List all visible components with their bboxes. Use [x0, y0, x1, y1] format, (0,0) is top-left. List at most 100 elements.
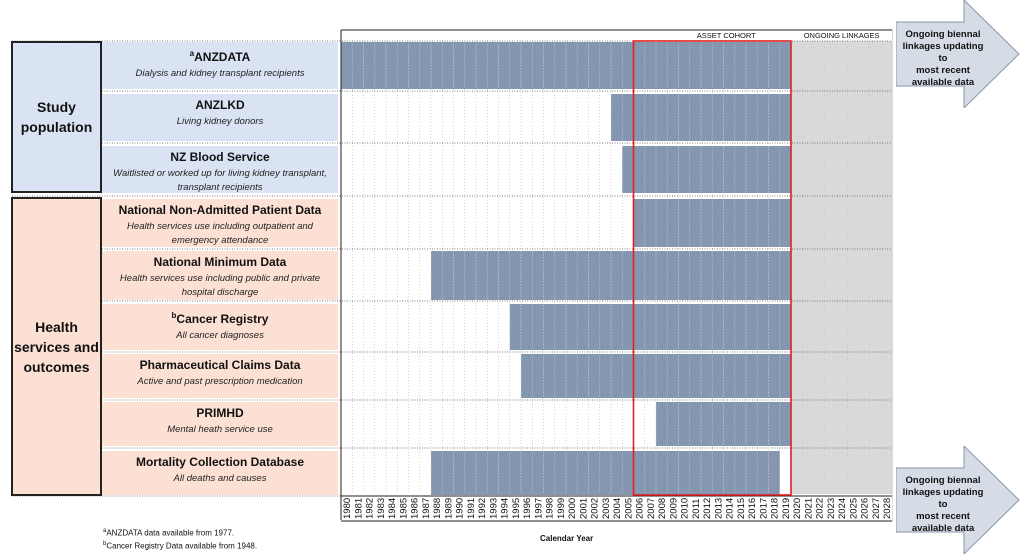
year-tick-label: 2022	[815, 498, 826, 519]
year-tick-label: 1994	[500, 498, 511, 519]
dataset-label: ANZLKD Living kidney donors	[102, 94, 338, 141]
year-tick-label: 2010	[680, 498, 691, 519]
year-tick-label: 1987	[421, 498, 432, 519]
dataset-description: Dialysis and kidney transplant recipient…	[135, 68, 305, 79]
arrow-top-text: Ongoing biennal linkages updating to mos…	[902, 29, 984, 88]
year-tick-label: 1983	[376, 498, 387, 519]
dataset-name: Pharmaceutical Claims Data	[139, 358, 301, 372]
year-tick-label: 2003	[601, 498, 612, 519]
year-tick-label: 1982	[365, 498, 376, 519]
year-tick-label: 2026	[860, 498, 871, 519]
year-tick-label: 2018	[770, 498, 781, 519]
year-tick-label: 2013	[713, 498, 724, 519]
year-tick-label: 1992	[477, 498, 488, 519]
dataset-description: All cancer diagnoses	[176, 330, 264, 341]
group-label-1: Health services and outcomes	[11, 197, 102, 496]
dataset-name: National Minimum Data	[153, 255, 287, 269]
dataset-bar	[509, 304, 791, 350]
x-axis-title: Calendar Year	[540, 534, 594, 543]
year-tick-label: 2027	[871, 498, 882, 519]
dataset-bar	[431, 451, 780, 495]
year-tick-label: 2028	[882, 498, 893, 519]
arrow-bottom: Ongoing biennal linkages updating to mos…	[895, 444, 1020, 556]
year-tick-label: 1986	[410, 498, 421, 519]
dataset-name: National Non-Admitted Patient Data	[118, 203, 322, 217]
dataset-row-bg	[102, 251, 338, 300]
group-label-text: Health services and outcomes	[14, 318, 99, 375]
dataset-bar-2	[622, 146, 791, 193]
dataset-name: Mortality Collection Database	[135, 455, 305, 469]
dataset-row-bg	[102, 354, 338, 398]
dataset-name: aANZDATA	[189, 49, 251, 64]
dataset-row-bg	[102, 199, 338, 247]
dataset-label: National Minimum Data Health services use…	[102, 251, 338, 300]
dataset-row-bg	[102, 42, 338, 89]
dataset-name: NZ Blood Service	[170, 150, 270, 164]
dataset-bar	[622, 146, 791, 193]
dataset-bar-8	[431, 451, 780, 495]
dataset-bar	[656, 402, 791, 446]
year-tick-label: 2009	[668, 498, 679, 519]
year-tick-label: 1985	[398, 498, 409, 519]
year-tick-label: 2007	[646, 498, 657, 519]
year-tick-label: 1984	[387, 498, 398, 519]
year-tick-label: 2016	[747, 498, 758, 519]
year-tick-label: 2024	[837, 498, 848, 519]
year-tick-label: 2000	[567, 498, 578, 519]
dataset-label: Pharmaceutical Claims Data Active and pas…	[102, 354, 338, 398]
footnote-b: bCancer Registry Data available from 194…	[103, 541, 258, 551]
dataset-description: Health services use including public and…	[119, 273, 321, 298]
dataset-row-bg	[102, 304, 338, 350]
year-tick-label: 2021	[803, 498, 814, 519]
year-tick-label: 1995	[511, 498, 522, 519]
year-tick-label: 1988	[432, 498, 443, 519]
year-tick-label: 1997	[533, 498, 544, 519]
asset-cohort-box	[632, 40, 792, 496]
year-tick-label: 2017	[758, 498, 769, 519]
dataset-label: bCancer Registry All cancer diagnoses	[102, 304, 338, 350]
dataset-description: Mental heath service use	[167, 424, 273, 435]
dataset-footnote-marker: a	[189, 49, 195, 58]
year-tick-label: 1991	[466, 498, 477, 519]
year-tick-label: 2011	[691, 499, 702, 519]
year-tick-label: 1993	[488, 498, 499, 519]
dataset-description: Health services use including outpatient…	[127, 221, 313, 246]
group-label-0: Study population	[11, 41, 102, 193]
year-tick-label: 2001	[578, 498, 589, 519]
year-tick-label: 1980	[342, 498, 353, 519]
year-tick-label: 1989	[443, 498, 454, 519]
year-tick-label: 2023	[826, 498, 837, 519]
dataset-description: All deaths and causes	[173, 473, 267, 484]
right-arrow-icon	[895, 444, 1020, 556]
dataset-row-bg	[102, 451, 338, 495]
dataset-row-bg	[102, 146, 338, 193]
year-tick-label: 2019	[781, 498, 792, 519]
ongoing-region	[791, 41, 893, 494]
dataset-bar	[521, 354, 791, 398]
dataset-description: Active and past prescription medication	[137, 376, 303, 387]
year-tick-label: 2002	[590, 498, 601, 519]
dataset-bar-5	[509, 304, 791, 350]
dataset-name: PRIMHD	[196, 406, 244, 420]
dataset-label: National Non-Admitted Patient Data Health…	[102, 199, 338, 247]
year-tick-label: 1998	[545, 498, 556, 519]
dataset-label: NZ Blood Service Waitlisted or worked up …	[102, 146, 338, 193]
dataset-bar-6	[521, 354, 791, 398]
year-tick-label: 2015	[736, 498, 747, 519]
year-tick-label: 2020	[792, 498, 803, 519]
dataset-description: Living kidney donors	[176, 116, 264, 127]
dataset-label: PRIMHD Mental heath service use	[102, 402, 338, 446]
dataset-footnote-marker: b	[171, 311, 177, 320]
year-tick-label: 1981	[353, 498, 364, 519]
arrow-top: Ongoing biennal linkages updating to mos…	[895, 0, 1020, 110]
year-tick-label: 2004	[612, 498, 623, 519]
arrow-bottom-text: Ongoing biennal linkages updating to mos…	[902, 475, 984, 534]
year-tick-label: 2025	[848, 498, 859, 519]
group-label-text: Study population	[20, 99, 93, 135]
dataset-row-bg	[102, 402, 338, 446]
year-tick-label: 1990	[455, 498, 466, 519]
year-tick-label: 1999	[556, 498, 567, 519]
year-tick-label: 2008	[657, 498, 668, 519]
year-tick-label: 2005	[623, 498, 634, 519]
dataset-bar-7	[656, 402, 791, 446]
